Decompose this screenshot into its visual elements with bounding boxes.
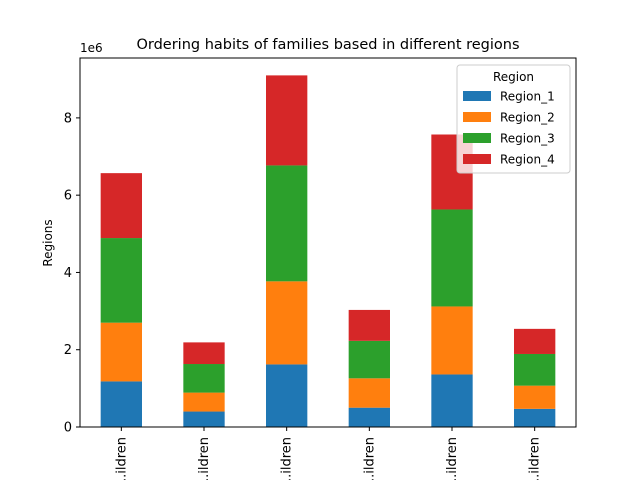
chart-title: Ordering habits of families based in dif… [136,37,519,53]
bar-region-3-cat-6 [514,353,556,386]
bar-region-4-cat-2 [183,342,225,365]
y-tick-label: 6 [64,189,72,204]
legend-label-region-3: Region_3 [500,132,555,146]
bar-region-3-cat-2 [183,364,225,393]
bar-region-2-cat-4 [348,378,390,408]
y-tick-label: 2 [64,343,72,358]
y-tick-label: 4 [64,266,72,281]
y-tick-label: 0 [64,421,72,436]
bar-region-2-cat-3 [266,281,308,365]
legend-swatch-region-3 [463,133,491,143]
x-tick-label: ...ildren [362,437,377,480]
axes-layer: 0 2 4 6 8 ...ildren ...ildren ...ildren ...ildre… [64,57,577,485]
bar-region-1-cat-2 [183,411,225,427]
legend-swatch-region-1 [463,91,491,101]
bar-region-3-cat-1 [100,238,142,323]
legend-swatch-region-2 [463,112,491,122]
bar-region-4-cat-6 [514,328,556,354]
x-tick-label: ...ildren [114,437,129,480]
bar-region-2-cat-1 [100,322,142,382]
x-tick-label: ...ildren [197,437,212,480]
bar-region-4-cat-1 [100,173,142,239]
bar-region-3-cat-3 [266,165,308,282]
bar-region-1-cat-5 [431,374,473,427]
legend-swatch-region-4 [463,154,491,164]
bar-region-2-cat-6 [514,385,556,409]
bar-region-1-cat-6 [514,408,556,427]
bar-region-1-cat-3 [266,364,308,427]
legend-label-region-4: Region_4 [500,153,555,167]
bar-region-2-cat-2 [183,392,225,412]
x-tick-label: ...ildren [528,437,543,480]
x-tick-label: ...ildren [445,437,460,480]
y-axis-offset-text: 1e6 [80,41,103,55]
legend-label-region-2: Region_2 [500,111,555,125]
y-axis-label: Regions [41,219,55,266]
bar-region-1-cat-4 [348,407,390,427]
bar-region-4-cat-3 [266,75,308,166]
bar-region-1-cat-1 [100,381,142,427]
bar-region-4-cat-4 [348,309,390,341]
y-tick-label: 8 [64,111,72,126]
legend-title: Region [493,70,534,84]
legend-label-region-1: Region_1 [500,90,555,104]
bar-region-2-cat-5 [431,306,473,375]
bar-region-3-cat-5 [431,209,473,307]
x-tick-label: ...ildren [280,437,295,480]
plot-frame [79,57,577,428]
legend: Region Region_1 Region_2 Region_3 Region_4 [456,64,571,174]
bar-region-3-cat-4 [348,340,390,379]
bars-layer [100,75,556,427]
